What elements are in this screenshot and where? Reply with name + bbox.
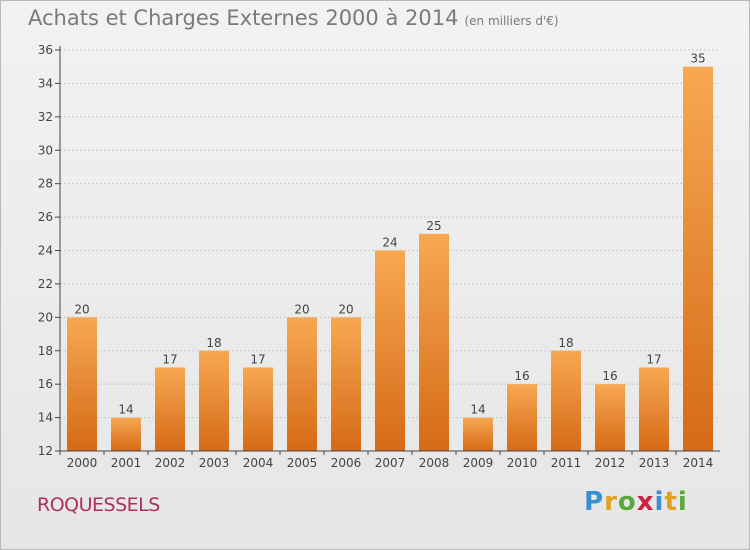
x-tick-label: 2006 — [331, 456, 362, 470]
y-tick-label: 26 — [38, 210, 53, 224]
chart-unit: (en milliers d'€) — [464, 14, 559, 28]
y-tick-label: 16 — [38, 377, 53, 391]
proxiti-logo: Proxiti — [584, 487, 688, 517]
bar-2009 — [463, 417, 493, 451]
y-tick-label: 12 — [38, 444, 53, 458]
town-name: ROQUESSELS — [37, 494, 160, 516]
logo-letter: i — [654, 487, 665, 517]
chart-title: Achats et Charges Externes 2000 à 2014 (e… — [28, 6, 559, 30]
x-tick-label: 2010 — [507, 456, 538, 470]
logo-letter: i — [677, 487, 688, 517]
bar-2007 — [375, 250, 405, 451]
bar-2011 — [551, 350, 581, 451]
x-tick-label: 2012 — [595, 456, 626, 470]
y-tick-label: 18 — [38, 344, 53, 358]
logo-letter: r — [604, 487, 618, 517]
value-label: 16 — [514, 369, 529, 383]
logo-letter: x — [636, 487, 655, 517]
bar-2004 — [243, 367, 273, 451]
bar-2006 — [331, 317, 361, 451]
x-tick-label: 2004 — [243, 456, 274, 470]
x-tick-label: 2001 — [111, 456, 142, 470]
x-tick-label: 2005 — [287, 456, 318, 470]
logo-letter: o — [617, 487, 637, 517]
y-tick-label: 32 — [38, 110, 53, 124]
value-label: 20 — [338, 302, 353, 316]
value-label: 17 — [162, 352, 177, 366]
bar-2010 — [507, 384, 537, 451]
value-label: 16 — [602, 369, 617, 383]
value-label: 17 — [646, 352, 661, 366]
x-tick-label: 2013 — [639, 456, 670, 470]
value-label: 25 — [426, 219, 441, 233]
y-tick-label: 20 — [38, 310, 53, 324]
bar-2001 — [111, 417, 141, 451]
value-label: 14 — [470, 403, 485, 417]
logo-letter: P — [584, 487, 605, 517]
x-tick-label: 2000 — [67, 456, 98, 470]
bar-2000 — [67, 317, 97, 451]
value-label: 14 — [118, 403, 133, 417]
x-tick-label: 2003 — [199, 456, 230, 470]
x-tick-label: 2002 — [155, 456, 186, 470]
value-label: 17 — [250, 352, 265, 366]
x-tick-label: 2007 — [375, 456, 406, 470]
bar-2005 — [287, 317, 317, 451]
value-label: 18 — [558, 336, 573, 350]
chart-title-text: Achats et Charges Externes 2000 à 2014 — [28, 6, 459, 30]
x-tick-label: 2008 — [419, 456, 450, 470]
value-label: 35 — [690, 52, 705, 66]
bar-2014 — [683, 66, 713, 451]
bar-2013 — [639, 367, 669, 451]
y-tick-label: 14 — [38, 411, 53, 425]
x-tick-label: 2011 — [551, 456, 582, 470]
axes — [55, 46, 720, 455]
logo-letter: t — [664, 487, 678, 517]
x-tick-label: 2014 — [683, 456, 714, 470]
value-label: 24 — [382, 236, 397, 250]
value-label: 20 — [294, 302, 309, 316]
bar-2008 — [419, 233, 449, 451]
y-tick-label: 30 — [38, 143, 53, 157]
labels: 12 14 16 18 20 22 24 26 28 30 32 34 36 20 2000 14 2001 17… — [38, 43, 714, 470]
y-tick-label: 28 — [38, 177, 53, 191]
bar-2012 — [595, 384, 625, 451]
value-label: 18 — [206, 336, 221, 350]
x-tick-label: 2009 — [463, 456, 494, 470]
bar-2002 — [155, 367, 185, 451]
value-label: 20 — [74, 302, 89, 316]
y-tick-label: 34 — [38, 76, 53, 90]
bars — [67, 66, 713, 451]
y-tick-label: 24 — [38, 244, 53, 258]
y-tick-label: 22 — [38, 277, 53, 291]
bar-2003 — [199, 350, 229, 451]
y-tick-label: 36 — [38, 43, 53, 57]
